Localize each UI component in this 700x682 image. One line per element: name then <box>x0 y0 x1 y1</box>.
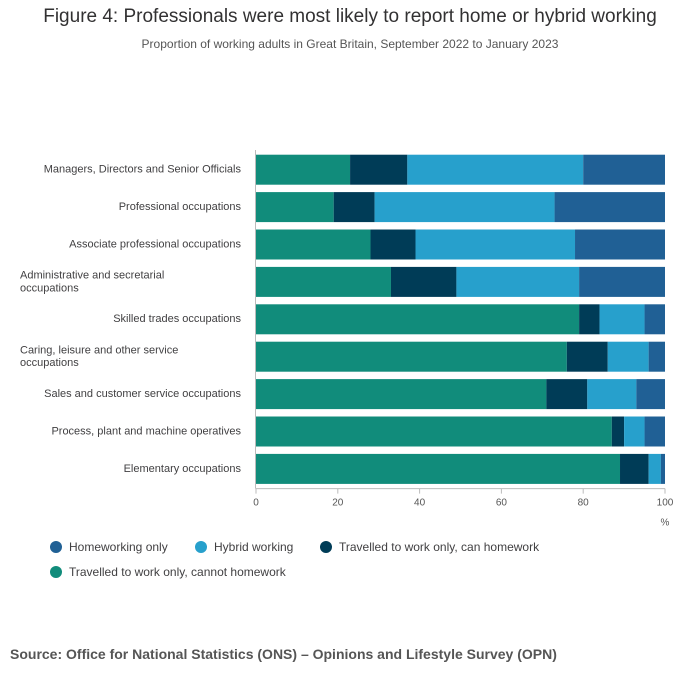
bar-segment <box>644 304 665 335</box>
source-note: Source: Office for National Statistics (… <box>10 646 557 662</box>
legend-item: Homeworking only <box>50 540 168 554</box>
bar-segment <box>587 379 637 410</box>
legend-swatch <box>50 541 62 553</box>
legend-item: Travelled to work only, cannot homework <box>50 565 286 579</box>
bar-segment <box>566 341 608 372</box>
category-label: Skilled trades occupations <box>113 313 241 325</box>
bar-segment <box>660 453 665 484</box>
legend-label: Travelled to work only, can homework <box>339 540 540 554</box>
x-tick-label: 0 <box>253 498 259 509</box>
bar-segment <box>583 154 665 185</box>
bar-segment <box>256 154 351 185</box>
chart-title: Figure 4: Professionals were most likely… <box>43 6 657 27</box>
bar-segment <box>333 192 375 223</box>
bar-segment <box>456 266 580 297</box>
x-tick-label: 80 <box>578 498 590 509</box>
legend-swatch <box>50 566 62 578</box>
bar-segment <box>256 453 621 484</box>
category-label: Associate professional occupations <box>69 238 241 250</box>
bar-segment <box>370 229 416 260</box>
bar-segment <box>624 416 645 447</box>
bar-segment <box>644 416 665 447</box>
bar-segment <box>599 304 645 335</box>
category-label: Professional occupations <box>119 201 242 213</box>
bar-segment <box>575 229 665 260</box>
bar-segment <box>256 416 612 447</box>
legend-swatch <box>320 541 332 553</box>
category-label: Administrative and secretarial occupation… <box>20 270 164 295</box>
category-label: Process, plant and machine operatives <box>51 425 241 437</box>
x-axis-label: % <box>661 518 670 529</box>
bar-segment <box>620 453 649 484</box>
bar-segment <box>611 416 625 447</box>
bar-segment <box>415 229 576 260</box>
bar-segment <box>579 266 665 297</box>
bar-segment <box>579 304 600 335</box>
bar-segment <box>390 266 457 297</box>
legend-item: Hybrid working <box>195 540 293 554</box>
x-tick-label: 60 <box>496 498 508 509</box>
bar-segment <box>256 266 391 297</box>
category-label: Caring, leisure and other service occupat… <box>20 344 178 369</box>
bar-segment <box>648 341 665 372</box>
category-label: Elementary occupations <box>124 463 242 475</box>
bar-segment <box>407 154 584 185</box>
bar-segment <box>607 341 649 372</box>
x-tick-label: 100 <box>657 498 674 509</box>
legend-label: Homeworking only <box>69 540 168 554</box>
bar-segment <box>374 192 555 223</box>
legend-item: Travelled to work only, can homework <box>320 540 539 554</box>
x-tick-label: 40 <box>414 498 426 509</box>
legend-label: Travelled to work only, cannot homework <box>69 565 286 579</box>
category-label: Managers, Directors and Senior Officials <box>44 164 242 176</box>
bar-segment <box>256 229 371 260</box>
bar-segment <box>256 304 580 335</box>
bar-segment <box>636 379 665 410</box>
category-label: Sales and customer service occupations <box>44 388 241 400</box>
bar-chart: Managers, Directors and Senior Officials… <box>20 150 674 529</box>
x-tick-label: 20 <box>332 498 344 509</box>
bar-segment <box>546 379 588 410</box>
bar-segment <box>256 192 334 223</box>
bar-segment <box>350 154 408 185</box>
bar-segment <box>256 341 567 372</box>
chart-subtitle: Proportion of working adults in Great Br… <box>141 37 559 51</box>
bar-segment <box>554 192 665 223</box>
bar-segment <box>648 453 661 484</box>
legend-label: Hybrid working <box>214 540 294 554</box>
bar-segment <box>256 379 547 410</box>
legend-swatch <box>195 541 207 553</box>
